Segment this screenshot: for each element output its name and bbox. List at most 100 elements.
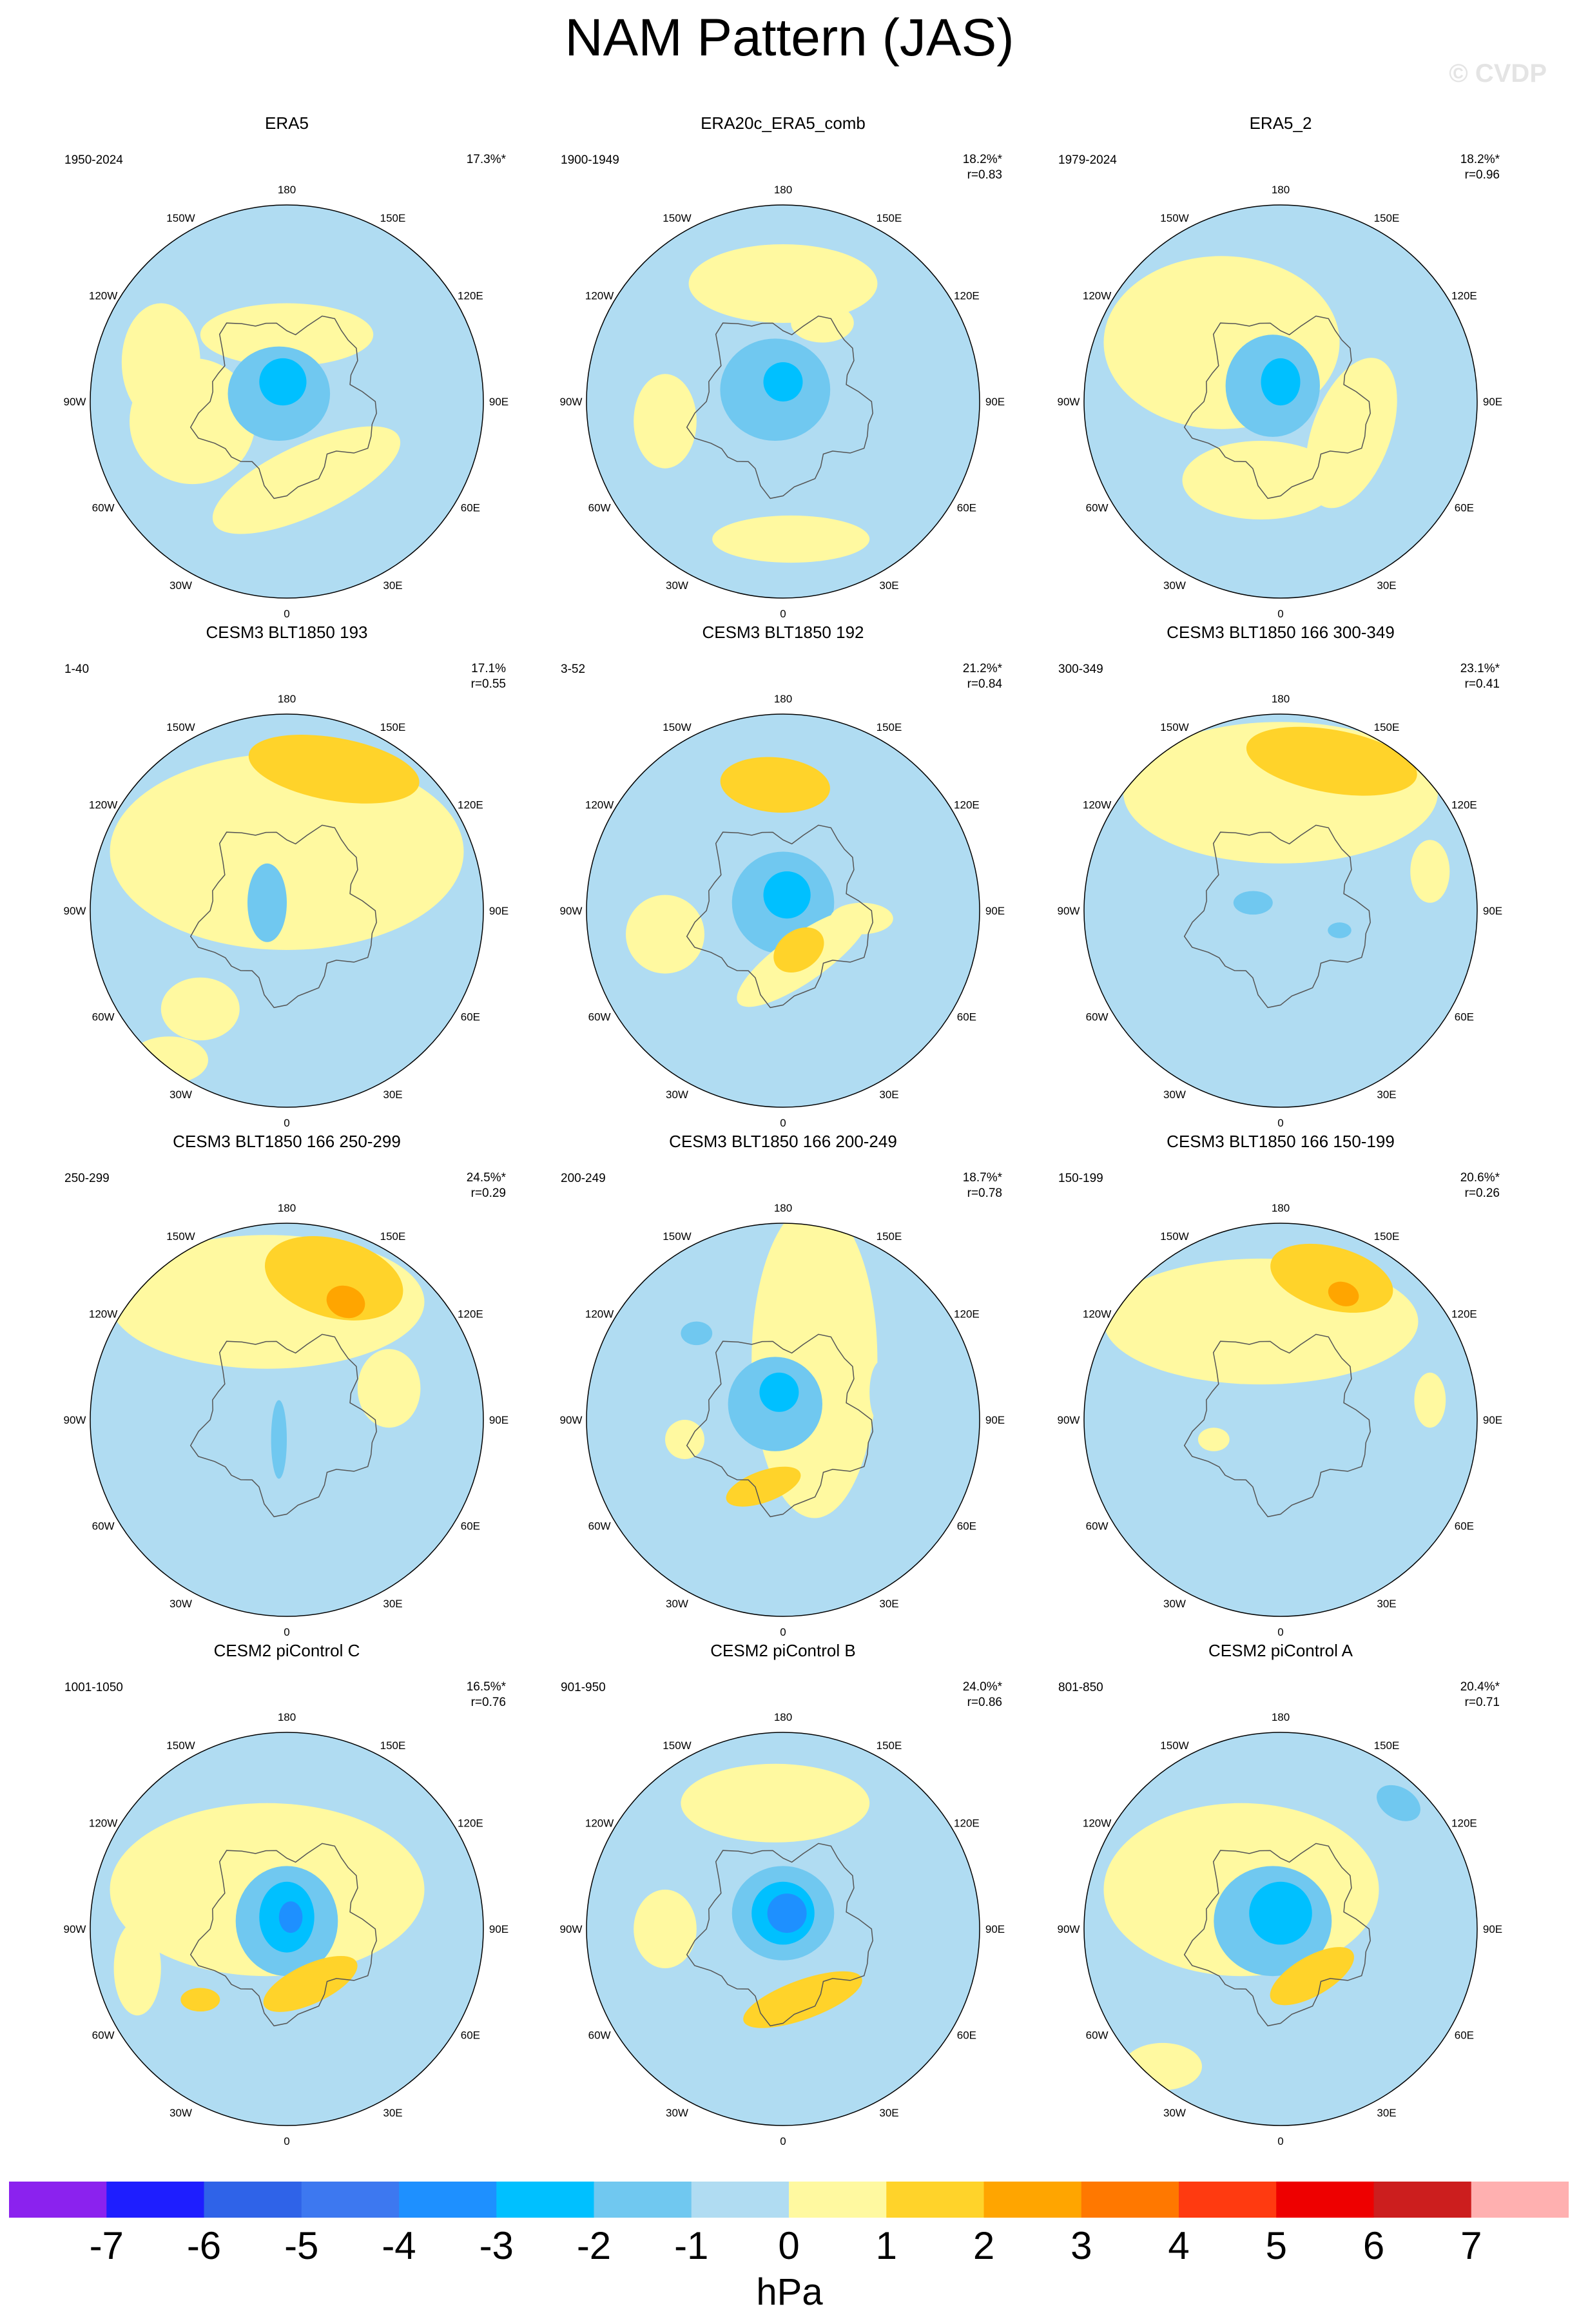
map-panel: 180 150E 120E 90E 60E 30E 0 30W 60W 90W 120W 150W CE… [1026,624,1535,1133]
longitude-label: 60W [1086,1011,1109,1023]
longitude-label: 120E [458,290,483,302]
colorbar-segment [301,2182,400,2218]
colorbar-tick-label: -2 [576,2224,612,2267]
longitude-label: 150W [1160,721,1188,733]
pattern-correlation: r=0.96 [1464,168,1500,182]
longitude-label: 180 [278,693,296,705]
longitude-label: 30W [1163,579,1186,592]
longitude-label: 60E [957,502,976,514]
colorbar-tick-label: 3 [1070,2224,1092,2267]
anomaly-contour [634,374,697,469]
longitude-label: 150W [166,1230,195,1243]
colorbar-segment [204,2182,302,2218]
longitude-label: 90E [489,396,509,408]
panel-title: CESM3 BLT1850 166 200-249 [669,1132,897,1151]
anomaly-contour [681,1321,713,1346]
longitude-label: 30E [1377,1089,1396,1101]
longitude-label: 120E [1451,799,1477,811]
longitude-label: 0 [284,1117,289,1129]
longitude-label: 150E [1374,1739,1400,1752]
longitude-label: 120E [458,1308,483,1321]
colorbar-tick-label: 2 [973,2224,995,2267]
variance-explained: 18.2%* [1460,153,1500,166]
panel-variance: 20.6%* r=0.26 [1460,1170,1500,1201]
variance-explained: 20.6%* [1460,1171,1500,1185]
colorbar-segment [983,2182,1082,2218]
anomaly-contour [759,1372,799,1412]
longitude-label: 30E [879,1089,898,1101]
longitude-label: 90W [560,905,583,917]
longitude-label: 120E [1451,1308,1477,1321]
longitude-label: 120W [89,799,117,811]
longitude-label: 60W [588,1520,611,1533]
longitude-label: 180 [774,1202,792,1214]
pattern-correlation: r=0.78 [967,1186,1002,1200]
map-border [1083,1223,1478,1617]
coastline [686,315,873,499]
longitude-label: 0 [1277,2135,1283,2147]
longitude-label: 150E [1374,1230,1400,1243]
longitude-label: 60W [92,2029,115,2042]
variance-explained: 17.1% [471,662,506,675]
anomaly-contour [1328,922,1351,938]
polar-map: 180 150E 120E 90E 60E 30E 0 30W 60W 90W 120W 150W [1058,1202,1503,1638]
panel-title: CESM3 BLT1850 166 300-349 [1167,623,1395,642]
panel-title: CESM3 BLT1850 166 150-199 [1167,1132,1395,1151]
longitude-label: 120W [585,799,614,811]
longitude-label: 0 [1277,1626,1283,1638]
longitude-label: 120E [954,1817,980,1830]
colorbar-tick-label: 4 [1168,2224,1190,2267]
colorbar [9,2182,1569,2218]
panel-variance: 23.1%* r=0.41 [1460,661,1500,692]
anomaly-contour [1406,1870,1454,1949]
panel-years: 200-249 [561,1172,606,1185]
coastline [189,1843,377,2027]
map-panel: 180 150E 120E 90E 60E 30E 0 30W 60W 90W 120W 150W CE… [1026,1133,1535,1642]
longitude-label: 180 [278,184,296,196]
anomaly-contour [1249,1881,1312,1945]
anomaly-contour [113,1921,161,2016]
longitude-label: 150E [877,1739,902,1752]
longitude-label: 60E [957,1520,976,1533]
longitude-label: 180 [1272,1711,1290,1723]
panel-title: ERA20c_ERA5_comb [701,113,866,133]
longitude-label: 180 [1272,693,1290,705]
longitude-label: 60W [1086,2029,1109,2042]
longitude-label: 60W [92,1011,115,1023]
longitude-label: 90E [1483,396,1502,408]
anomaly-contour [1246,726,1417,796]
polar-map: 180 150E 120E 90E 60E 30E 0 30W 60W 90W 120W 150W [1058,1711,1503,2147]
longitude-label: 60E [461,502,480,514]
polar-map: 180 150E 120E 90E 60E 30E 0 30W 60W 90W 120W 150W [560,693,1005,1129]
panel-variance: 17.3%* [467,152,506,168]
longitude-label: 0 [780,608,786,620]
panel-title: CESM2 piControl B [710,1641,856,1660]
anomaly-contour [264,1235,403,1321]
coastline [1183,824,1371,1009]
longitude-label: 90W [64,1414,86,1426]
anomaly-contour [712,515,870,563]
map-border [1083,713,1478,1108]
longitude-label: 30E [383,1598,402,1610]
longitude-label: 60W [588,2029,611,2042]
colorbar-segment [399,2182,497,2218]
longitude-label: 90E [489,905,509,917]
longitude-label: 30W [666,1598,688,1610]
longitude-label: 150E [380,1230,406,1243]
longitude-label: 60W [1086,1520,1109,1533]
colorbar-segment [594,2182,692,2218]
longitude-label: 30E [1377,2107,1396,2119]
longitude-label: 90W [1058,1923,1080,1935]
variance-explained: 18.7%* [962,1171,1002,1185]
anomaly-contour [212,902,244,934]
longitude-label: 120E [458,799,483,811]
longitude-label: 180 [774,184,792,196]
longitude-label: 150E [1374,721,1400,733]
panel-years: 300-349 [1058,663,1103,676]
longitude-label: 150E [877,212,902,224]
panel-years: 1900-1949 [561,153,619,167]
coastline [1183,315,1371,499]
longitude-label: 120E [1451,290,1477,302]
polar-map: 180 150E 120E 90E 60E 30E 0 30W 60W 90W 120W 150W [560,1202,1005,1638]
figure-title: NAM Pattern (JAS) [565,8,1014,67]
